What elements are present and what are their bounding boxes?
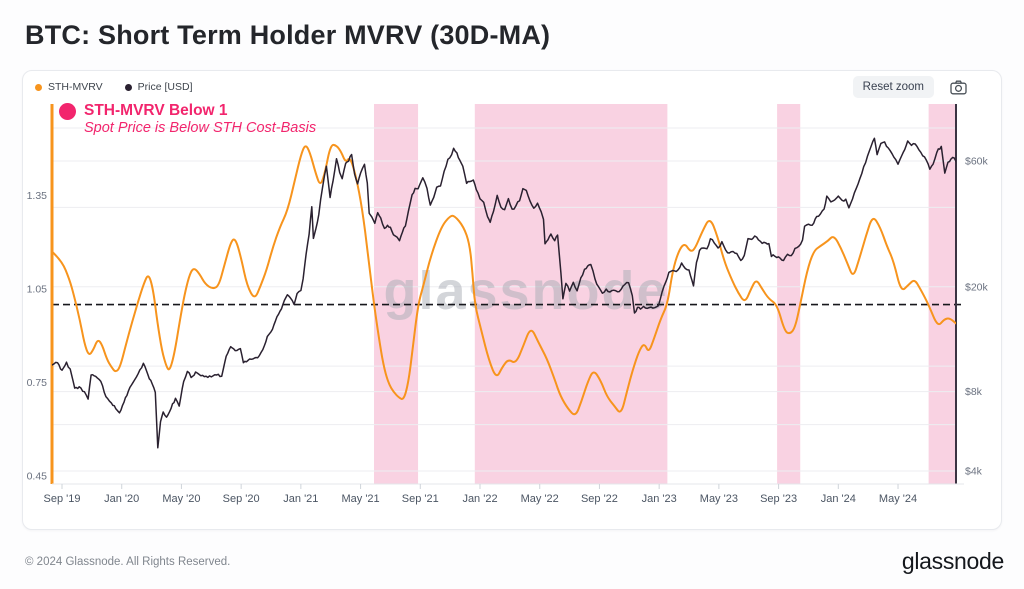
x-tick-label: Jan '23: [642, 493, 677, 505]
x-tick-label: May '21: [341, 493, 379, 505]
mvrv-axis-label: 0.75: [27, 377, 48, 389]
below-one-band: [928, 104, 956, 484]
x-tick-label: Jan '20: [104, 493, 139, 505]
x-tick-label: Sep '22: [581, 493, 618, 505]
below-one-band: [777, 104, 801, 484]
chart-controls: Reset zoom: [852, 76, 989, 98]
mvrv-axis-label: 1.05: [27, 283, 48, 295]
series-line-price-usd-: [52, 137, 956, 449]
mvrv-axis-label: 0.45: [27, 471, 48, 483]
x-tick-label: Sep '21: [402, 493, 439, 505]
reset-zoom-button[interactable]: Reset zoom: [852, 76, 934, 98]
glassnode-logo: glassnode: [901, 548, 1004, 574]
x-tick-label: Jan '22: [462, 493, 497, 505]
legend-label: STH-MVRV: [48, 81, 103, 93]
series-line-sth-mvrv: [52, 143, 956, 416]
legend-dot-icon: [35, 83, 42, 91]
below-one-band: [374, 104, 419, 484]
price-axis-label: $20k: [965, 281, 989, 293]
x-tick-label: May '22: [521, 493, 559, 505]
footer: © 2024 Glassnode. All Rights Reserved. g…: [25, 548, 1004, 575]
x-tick-label: May '24: [879, 493, 917, 505]
glassnode-watermark: glassnode: [383, 261, 668, 321]
legend-dot-icon: [124, 83, 132, 91]
legend-item-sth-mvrv[interactable]: STH-MVRV: [35, 81, 103, 93]
camera-icon[interactable]: [950, 80, 967, 95]
x-tick-label: Jan '21: [283, 493, 318, 505]
x-tick-label: Jan '24: [821, 493, 856, 505]
chart-plot-area[interactable]: glassnode Sep '19 Jan '20 May '20 Sep '20 Jan…: [23, 71, 1001, 529]
x-tick-label: Sep '19: [44, 493, 81, 505]
x-tick-label: Sep '20: [223, 493, 260, 505]
price-axis-label: $8k: [965, 386, 983, 398]
mvrv-axis-label: 1.35: [27, 190, 48, 202]
price-axis-label: $4k: [965, 466, 983, 478]
price-axis-label: $60k: [965, 155, 989, 167]
footer-copyright: © 2024 Glassnode. All Rights Reserved.: [25, 555, 231, 568]
chart-header: STH-MVRV Price [USD] Reset zoom: [23, 71, 1001, 103]
chart-legend: STH-MVRV Price [USD]: [35, 81, 193, 93]
x-tick-label: May '23: [700, 493, 738, 505]
page-title: BTC: Short Term Holder MVRV (30D-MA): [25, 20, 551, 50]
legend-item-price-usd-[interactable]: Price [USD]: [124, 81, 193, 93]
x-tick-label: Sep '23: [760, 493, 797, 505]
legend-label: Price [USD]: [137, 81, 193, 93]
x-tick-label: May '20: [162, 493, 200, 505]
chart-card: glassnode Sep '19 Jan '20 May '20 Sep '20 Jan…: [22, 70, 1002, 530]
below-one-band: [474, 104, 668, 484]
